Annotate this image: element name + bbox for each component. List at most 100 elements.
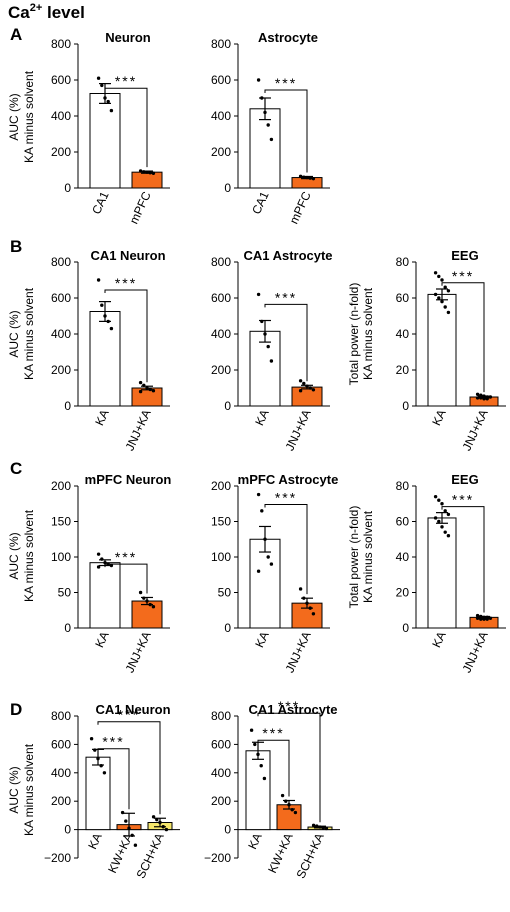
data-point bbox=[96, 565, 101, 569]
data-point bbox=[102, 771, 107, 775]
data-point bbox=[148, 171, 152, 175]
chart-title: EEG bbox=[451, 472, 478, 487]
y-tick-label: 0 bbox=[224, 181, 231, 195]
y-tick-label: −200 bbox=[44, 851, 71, 865]
y-tick-label: 200 bbox=[51, 479, 71, 493]
y-tick-label: 800 bbox=[51, 37, 71, 51]
data-point bbox=[280, 793, 285, 798]
x-tick-label: KA bbox=[85, 831, 104, 851]
chart-title: Astrocyte bbox=[258, 30, 318, 45]
significance-label: *** bbox=[262, 725, 284, 741]
data-point bbox=[269, 137, 274, 142]
data-point bbox=[148, 602, 152, 607]
data-point bbox=[262, 776, 267, 781]
significance-bracket bbox=[97, 721, 161, 815]
y-tick-label: 200 bbox=[211, 479, 231, 493]
significance-label: *** bbox=[115, 549, 137, 565]
data-point bbox=[443, 509, 447, 513]
data-point bbox=[308, 386, 312, 390]
figure-title: Ca2+ level bbox=[8, 2, 85, 22]
y-tick-label: 0 bbox=[224, 399, 231, 413]
data-point bbox=[446, 512, 451, 517]
data-point bbox=[151, 389, 156, 393]
x-tick-label: JNJ+KA bbox=[123, 629, 154, 675]
y-tick-label: 60 bbox=[396, 515, 410, 529]
data-point bbox=[127, 826, 131, 830]
section-label-a: A bbox=[10, 25, 22, 44]
data-point bbox=[109, 326, 114, 331]
bar bbox=[291, 386, 323, 407]
data-point bbox=[311, 388, 316, 392]
y-axis-label-line2: KA minus solvent bbox=[361, 287, 375, 380]
y-tick-label: 800 bbox=[51, 255, 71, 269]
data-point bbox=[302, 596, 306, 600]
bar bbox=[89, 562, 121, 629]
y-tick-label: 100 bbox=[211, 550, 231, 564]
data-point bbox=[100, 303, 104, 307]
y-axis-label-line1: Total power (n-fold) bbox=[347, 506, 361, 609]
bar bbox=[427, 517, 457, 629]
y-tick-label: 100 bbox=[51, 550, 71, 564]
significance-bracket bbox=[264, 303, 308, 382]
data-point bbox=[482, 617, 486, 621]
data-point bbox=[440, 502, 444, 506]
x-tick-label: mPFC bbox=[287, 189, 314, 226]
data-point bbox=[305, 384, 309, 388]
data-point bbox=[305, 175, 309, 180]
data-point bbox=[269, 359, 274, 363]
chart-panel-c3: 0 20 40 60 80 EEG Total power (n-fold) KA minus… bbox=[347, 472, 506, 675]
data-point bbox=[151, 815, 156, 819]
chart-title: EEG bbox=[451, 248, 478, 263]
bar bbox=[131, 171, 163, 189]
data-point bbox=[96, 756, 100, 761]
y-tick-label: 50 bbox=[218, 586, 232, 600]
y-tick-label: 40 bbox=[396, 550, 410, 564]
significance-label: *** bbox=[452, 492, 474, 508]
data-point bbox=[482, 397, 486, 401]
data-point bbox=[138, 590, 143, 595]
significance-label: *** bbox=[278, 698, 300, 714]
data-point bbox=[298, 379, 303, 383]
data-point bbox=[96, 278, 101, 282]
section-d-ylabel-line2: KA minus solvent bbox=[22, 743, 36, 836]
data-point bbox=[311, 612, 316, 616]
bar bbox=[249, 538, 281, 629]
significance-bracket bbox=[104, 563, 148, 594]
data-point bbox=[89, 737, 94, 741]
data-point bbox=[253, 742, 257, 747]
bar bbox=[89, 311, 121, 407]
section-a-ylabel-line1: AUC (%) bbox=[7, 93, 21, 140]
data-point bbox=[256, 78, 261, 82]
data-point bbox=[475, 613, 480, 618]
data-point bbox=[93, 748, 97, 752]
x-tick-label: KA bbox=[252, 407, 271, 427]
data-point bbox=[266, 344, 270, 349]
data-point bbox=[290, 808, 294, 812]
data-point bbox=[298, 587, 303, 591]
data-point bbox=[161, 825, 165, 829]
data-point bbox=[446, 310, 451, 315]
bar bbox=[89, 93, 121, 189]
chart-title: CA1 Astrocyte bbox=[243, 248, 332, 263]
data-point bbox=[155, 817, 159, 822]
data-point bbox=[437, 498, 441, 502]
data-point bbox=[302, 381, 306, 386]
data-point bbox=[145, 170, 149, 174]
data-point bbox=[308, 176, 312, 180]
data-point bbox=[433, 516, 438, 520]
bar bbox=[85, 756, 111, 831]
data-point bbox=[433, 271, 438, 275]
y-tick-label: 200 bbox=[51, 363, 71, 377]
y-tick-label: 200 bbox=[211, 363, 231, 377]
data-point bbox=[138, 380, 143, 385]
data-point bbox=[109, 563, 114, 568]
data-point bbox=[138, 389, 143, 394]
data-point bbox=[287, 803, 291, 807]
y-tick-label: 600 bbox=[211, 737, 231, 751]
x-tick-label: KA bbox=[429, 629, 448, 649]
section-label-d: D bbox=[10, 700, 22, 719]
significance-label: *** bbox=[118, 707, 140, 723]
chart-panel-a2: 0 200 400 600 800 Astrocyte CA1 mPFC *** bbox=[211, 30, 330, 226]
chart-title: Neuron bbox=[105, 30, 151, 45]
y-axis-label-line2: KA minus solvent bbox=[361, 510, 375, 603]
